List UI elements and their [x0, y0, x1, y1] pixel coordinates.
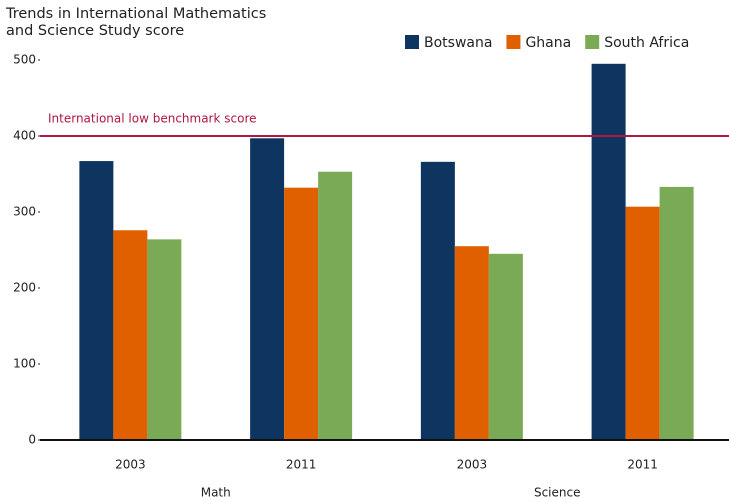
x-tick-label: 2011 [627, 458, 658, 472]
bar [79, 161, 114, 440]
y-tick-label: 400 [13, 129, 36, 143]
bar [625, 206, 660, 440]
group-label: Math [201, 486, 231, 500]
y-tick-label: 0 [28, 433, 36, 447]
x-tick-label: 2003 [457, 458, 488, 472]
x-tick-label: 2011 [286, 458, 317, 472]
legend-swatch [506, 35, 521, 49]
bar [147, 239, 182, 440]
bar [591, 63, 626, 441]
bar [420, 161, 455, 440]
y-tick-label: 500 [13, 53, 36, 67]
legend-swatch [405, 35, 419, 49]
bar [659, 186, 694, 440]
y-tick-label: 100 [13, 357, 36, 371]
bar [318, 171, 353, 440]
legend-swatch [585, 35, 600, 49]
legend-label: Ghana [525, 35, 571, 51]
reference-label: International low benchmark score [48, 112, 257, 126]
bar [488, 253, 523, 440]
bar [454, 246, 489, 440]
chart-title: Trends in International Mathematics and … [6, 6, 267, 39]
bar [113, 230, 148, 440]
y-tick-label: 300 [13, 205, 36, 219]
group-label: Science [534, 486, 581, 500]
y-tick-label: 200 [13, 281, 36, 295]
legend-label: South Africa [604, 35, 689, 51]
bar [284, 187, 319, 440]
legend-label: Botswana [424, 35, 492, 51]
x-tick-label: 2003 [115, 458, 146, 472]
bar [250, 138, 285, 440]
